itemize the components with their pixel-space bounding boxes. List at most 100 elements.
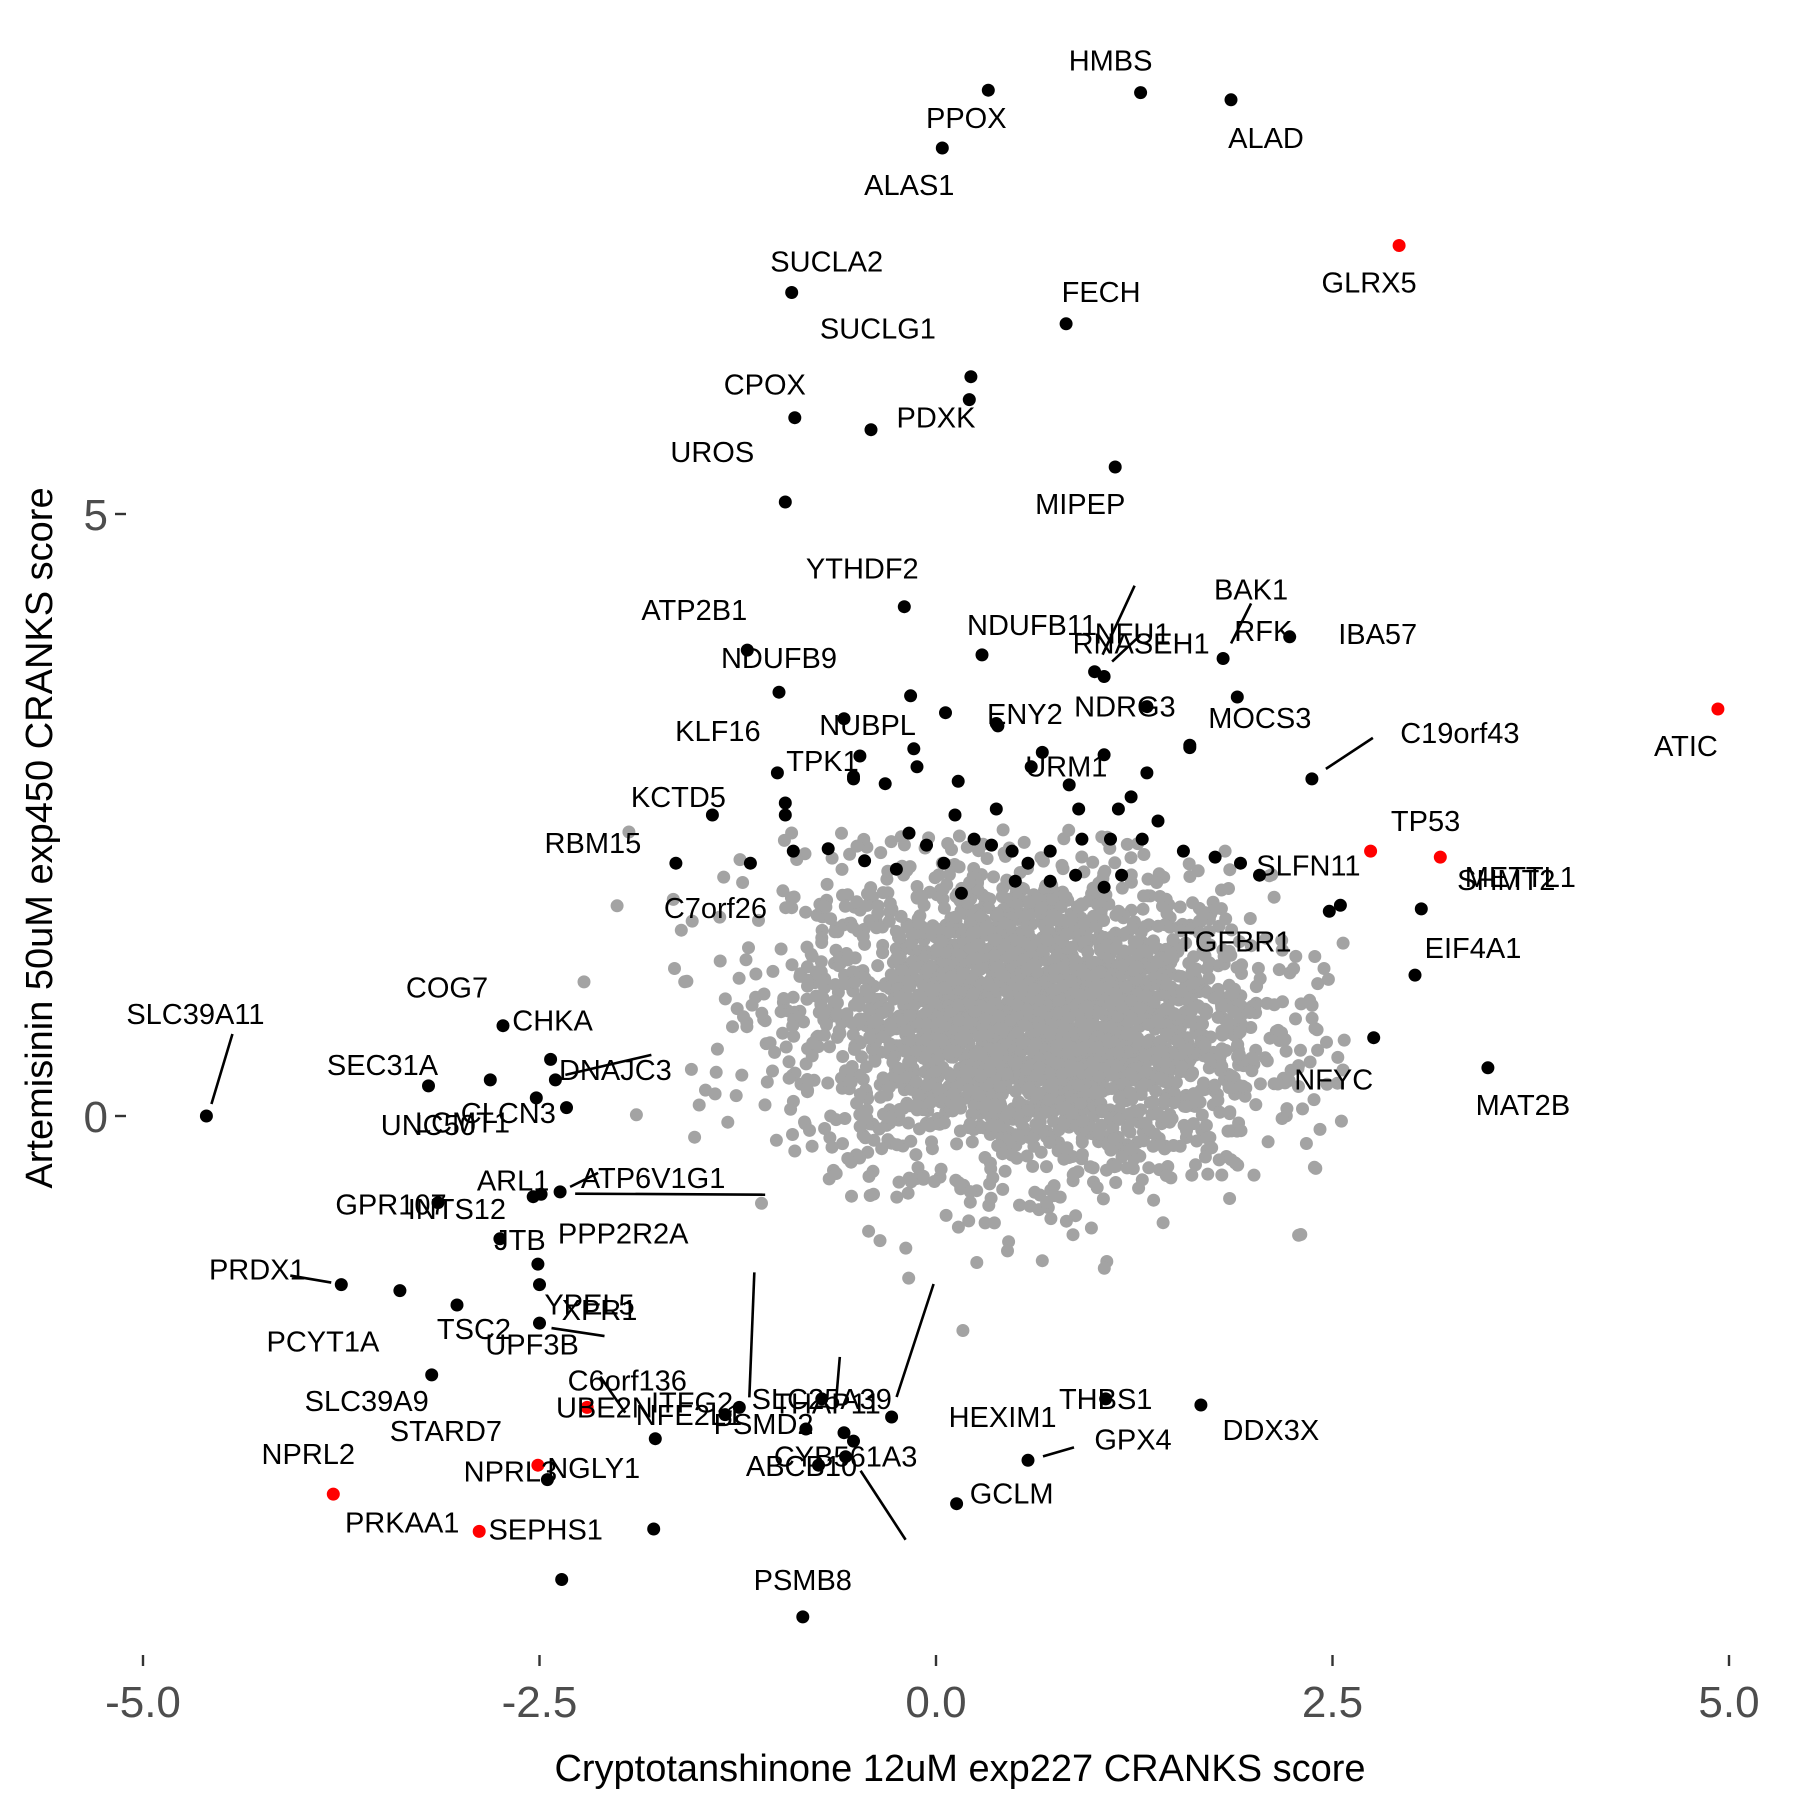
background-point (1139, 989, 1153, 1003)
gene-point (1481, 1061, 1495, 1075)
background-point (1223, 863, 1237, 877)
background-point (968, 1005, 982, 1018)
gene-point (743, 856, 757, 870)
gene-label: BAK1 (1214, 575, 1288, 607)
background-point (1212, 1153, 1226, 1167)
background-point (1145, 1107, 1159, 1121)
leader-line (1325, 736, 1374, 770)
gene-label: FECH (1062, 277, 1141, 309)
background-point (996, 1147, 1009, 1161)
background-point (976, 1028, 990, 1042)
background-point (1336, 1063, 1350, 1077)
background-point (1334, 1114, 1348, 1128)
background-point (1199, 1118, 1213, 1132)
gene-label: PCYT1A (266, 1327, 379, 1359)
background-point (785, 901, 799, 915)
background-point (1275, 933, 1289, 947)
background-point (994, 1098, 1008, 1112)
background-point (787, 890, 801, 904)
background-point (1147, 1193, 1161, 1207)
background-point (805, 1139, 819, 1153)
background-point (1040, 933, 1054, 947)
background-point (776, 884, 790, 898)
background-point (1303, 1055, 1317, 1069)
background-point (1051, 1006, 1065, 1020)
gene-point (935, 141, 949, 155)
background-point (1138, 1049, 1152, 1063)
background-point (577, 975, 591, 989)
background-point (1321, 972, 1335, 986)
gene-point (555, 1573, 569, 1586)
background-point (1196, 908, 1210, 922)
background-point (1112, 904, 1126, 918)
background-point (739, 953, 753, 967)
background-point (1215, 1028, 1229, 1042)
background-point (784, 1102, 798, 1116)
background-point (1192, 926, 1206, 940)
background-point (988, 933, 1002, 947)
background-point (820, 877, 834, 891)
background-point (1183, 870, 1197, 883)
background-point (952, 860, 966, 874)
highlight-point (1115, 868, 1129, 882)
background-point (1044, 1025, 1057, 1039)
background-point (1027, 982, 1041, 996)
highlight-point (1208, 850, 1222, 864)
background-point (1173, 900, 1187, 914)
background-point (925, 1142, 939, 1156)
background-point (1142, 1123, 1156, 1137)
background-point (1044, 1212, 1058, 1226)
gene-labels-layer: HMBS PPOX ALAD ALAS1 GLRX5 SUCLA2 FECH CPOX PDXK… (126, 46, 1718, 1597)
highlight-point (951, 774, 965, 788)
background-point (806, 1036, 820, 1050)
background-point (1018, 910, 1031, 924)
background-point (786, 1019, 800, 1033)
background-point (903, 860, 917, 874)
highlight-point (902, 826, 916, 840)
background-point (1055, 858, 1069, 872)
background-point (1110, 1059, 1124, 1073)
background-point (1115, 1000, 1129, 1014)
background-point (1020, 962, 1034, 976)
background-point (919, 1017, 933, 1031)
background-point (809, 989, 823, 1003)
background-point (805, 949, 819, 963)
background-point (1062, 1011, 1076, 1024)
gene-label: HMBS (1069, 46, 1153, 78)
background-point (920, 1078, 934, 1092)
gene-label: ITFG2 (651, 1388, 733, 1420)
background-point (1053, 1190, 1067, 1204)
background-point (890, 1190, 904, 1204)
gene-point (334, 1278, 348, 1292)
background-point (1138, 944, 1152, 958)
gene-point (950, 1497, 964, 1511)
gene-point (531, 1257, 545, 1271)
gene-label: PRDX1 (209, 1255, 306, 1287)
background-point (1199, 1007, 1213, 1021)
background-point (889, 924, 903, 938)
background-point (1251, 961, 1265, 975)
background-point (1243, 912, 1257, 925)
background-point (898, 1044, 912, 1058)
background-point (1128, 1104, 1142, 1118)
background-point (1223, 1107, 1237, 1121)
gene-point (531, 1458, 545, 1472)
highlight-point (1234, 856, 1247, 870)
background-point (1137, 889, 1151, 903)
background-point (889, 952, 903, 966)
background-point (1158, 1056, 1172, 1069)
background-point (1131, 1031, 1145, 1045)
background-point (845, 1189, 858, 1203)
background-point (937, 981, 951, 995)
background-point (1115, 1150, 1129, 1164)
background-point (817, 1028, 831, 1042)
gene-label: PDXK (897, 403, 977, 435)
gene-point (1433, 850, 1447, 864)
background-point (829, 1167, 843, 1180)
background-point (1108, 856, 1122, 870)
background-point (1023, 1199, 1037, 1213)
background-point (846, 920, 860, 934)
highlight-point (770, 766, 784, 780)
gene-point (540, 1473, 554, 1487)
background-point (1078, 967, 1092, 981)
